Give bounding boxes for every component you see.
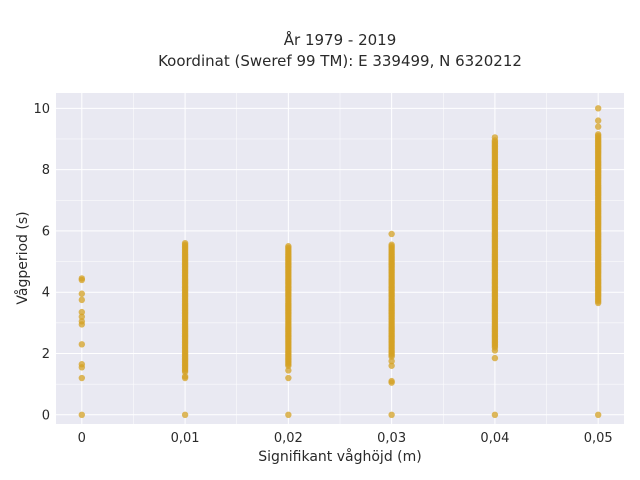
data-point <box>285 374 292 382</box>
data-point <box>285 367 292 374</box>
data-point <box>78 318 86 325</box>
data-point <box>78 275 86 282</box>
y-tick-label: 0 <box>42 408 50 423</box>
data-point <box>78 361 86 368</box>
x-tick-label: 0,05 <box>584 431 613 446</box>
x-axis-title: Signifikant våghöjd (m) <box>258 448 421 465</box>
data-point <box>388 241 395 248</box>
y-axis-title: Vågperiod (s) <box>14 211 31 304</box>
data-points <box>78 105 602 419</box>
data-point <box>181 373 189 380</box>
x-tick-label: 0,01 <box>171 431 200 446</box>
data-point <box>78 341 86 348</box>
data-point <box>388 230 395 238</box>
data-point <box>181 411 189 419</box>
x-tick-label: 0 <box>78 431 86 446</box>
data-point <box>388 377 395 385</box>
data-point <box>78 374 86 382</box>
data-point <box>491 411 499 419</box>
y-tick-label: 8 <box>42 163 50 178</box>
y-tick-label: 4 <box>42 286 50 301</box>
x-tick-label: 0,03 <box>377 431 406 446</box>
data-point <box>594 117 602 124</box>
data-point <box>388 357 395 365</box>
data-point <box>181 239 189 247</box>
y-tick-label: 10 <box>33 102 50 117</box>
chart-title: År 1979 - 2019 <box>284 30 397 49</box>
data-point <box>285 243 292 250</box>
data-point <box>78 411 86 419</box>
data-point <box>388 362 395 369</box>
y-tick-label: 2 <box>42 347 50 362</box>
y-tick-label: 6 <box>42 224 50 239</box>
x-tick-labels: 0 0,01 0,02 0,03 0,04 0,05 <box>78 431 613 446</box>
x-tick-label: 0,04 <box>480 431 509 446</box>
data-point <box>594 123 602 130</box>
data-point <box>491 137 499 144</box>
data-point <box>78 290 86 297</box>
data-point <box>388 411 395 419</box>
x-tick-label: 0,02 <box>274 431 303 446</box>
data-point <box>78 308 86 316</box>
data-point <box>594 131 602 138</box>
data-point <box>78 296 86 304</box>
data-point <box>594 105 602 112</box>
chart-subtitle: Koordinat (Sweref 99 TM): E 339499, N 63… <box>158 52 522 70</box>
data-point <box>594 411 602 419</box>
y-tick-labels: 0 2 4 6 8 10 <box>33 102 50 423</box>
data-point <box>78 313 86 320</box>
data-point <box>491 354 499 362</box>
data-point <box>285 411 292 419</box>
